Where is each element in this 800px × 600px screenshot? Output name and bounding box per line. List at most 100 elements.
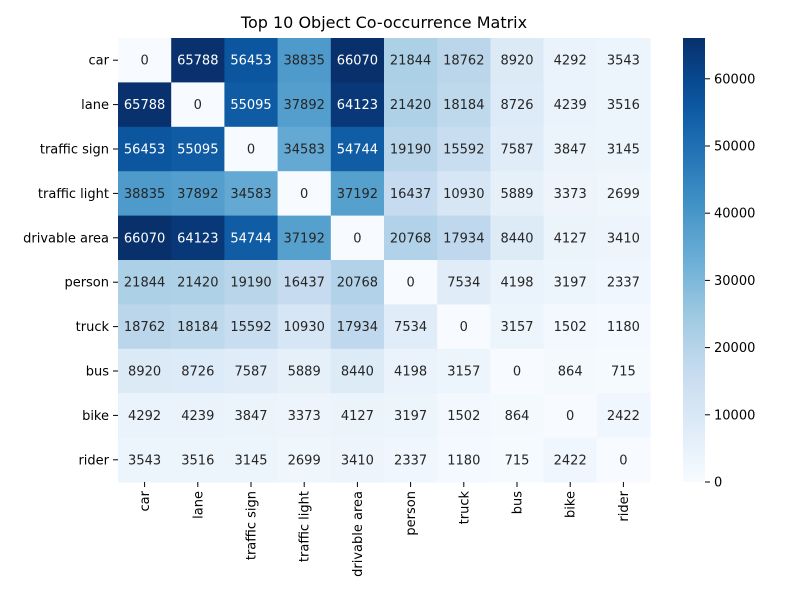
- cell-value-label: 19190: [230, 276, 271, 291]
- cell-value-label: 3145: [234, 453, 267, 468]
- heatmap-cell: [277, 171, 332, 217]
- cell-value-label: 4239: [181, 409, 214, 424]
- cell-value-label: 1180: [447, 453, 480, 468]
- cell-value-label: 3157: [447, 365, 480, 380]
- cell-value-label: 37192: [337, 187, 378, 202]
- heatmap-cell: [330, 171, 385, 217]
- cell-value-label: 10930: [284, 320, 325, 335]
- heatmap-cell: [543, 38, 598, 83]
- heatmap-cell: [437, 171, 491, 217]
- heatmap-cell: [224, 126, 279, 172]
- cell-value-label: 16437: [284, 276, 325, 291]
- heatmap-cell: [330, 348, 385, 394]
- heatmap-cell: [490, 437, 545, 483]
- cell-value-label: 66070: [124, 231, 165, 246]
- heatmap-cell: [330, 393, 385, 439]
- heatmap-cell: [224, 393, 279, 439]
- heatmap-cell: [384, 304, 438, 350]
- heatmap-cell: [277, 38, 332, 83]
- heatmap-cell: [437, 437, 491, 483]
- cell-value-label: 34583: [230, 187, 271, 202]
- heatmap-cell: [543, 348, 598, 394]
- cell-value-label: 1502: [554, 320, 587, 335]
- cell-value-label: 65788: [124, 98, 165, 113]
- heatmap-cell: [543, 82, 598, 128]
- heatmap-cell: [596, 126, 651, 172]
- heatmap-cell: [490, 82, 545, 128]
- heatmap-cell: [384, 215, 438, 261]
- colorbar: 0 10000 20000 30000 40000 50000 60000: [683, 38, 755, 491]
- cell-value-label: 4198: [394, 365, 427, 380]
- x-tick-label: bus: [511, 491, 526, 514]
- heatmap-cell: [330, 304, 385, 350]
- x-tick-label: rider: [617, 490, 632, 521]
- cell-value-label: 3516: [607, 98, 640, 113]
- heatmap-cell: [490, 126, 545, 172]
- heatmap-cell: [384, 393, 438, 439]
- heatmap-cell: [224, 304, 279, 350]
- cell-value-label: 17934: [443, 231, 484, 246]
- cell-value-label: 5889: [288, 365, 321, 380]
- cell-value-label: 3543: [607, 54, 640, 69]
- cell-value-label: 21420: [177, 276, 218, 291]
- y-tick-label: rider: [78, 453, 109, 468]
- cell-value-label: 64123: [177, 231, 218, 246]
- x-tick-label: truck: [457, 491, 472, 525]
- heatmap-cell: [596, 38, 651, 83]
- heatmap-cell: [224, 215, 279, 261]
- cell-value-label: 19190: [390, 143, 431, 158]
- heatmap-cell: [171, 393, 225, 439]
- heatmap-cell: [596, 215, 651, 261]
- x-tick-label: person: [404, 491, 419, 536]
- cell-value-label: 20768: [390, 231, 431, 246]
- y-tick-label: traffic light: [38, 187, 109, 202]
- heatmap-cell: [330, 126, 385, 172]
- y-tick-label: bus: [86, 365, 109, 380]
- y-tick-labels: car lane traffic sign traffic light drivable…: [23, 54, 118, 468]
- cell-value-label: 4239: [554, 98, 587, 113]
- heatmap-cell: [118, 215, 172, 261]
- cell-value-label: 18184: [177, 320, 218, 335]
- heatmap-cell: [171, 38, 225, 83]
- heatmap-cell: [118, 437, 172, 483]
- heatmap-cell: [384, 126, 438, 172]
- heatmap-cell: [224, 82, 279, 128]
- y-tick-label: car: [89, 54, 110, 69]
- heatmap-cell: [384, 38, 438, 83]
- heatmap-cell: [596, 171, 651, 217]
- cell-value-label: 1180: [607, 320, 640, 335]
- cell-value-label: 5889: [500, 187, 533, 202]
- heatmap-cell: [171, 215, 225, 261]
- heatmap-cell: [543, 215, 598, 261]
- cell-value-label: 3543: [128, 453, 161, 468]
- heatmap-cell: [596, 260, 651, 305]
- heatmap-cell: [330, 215, 385, 261]
- cell-value-label: 0: [194, 98, 202, 113]
- x-tick-label: traffic sign: [245, 491, 260, 560]
- cell-value-label: 0: [300, 187, 308, 202]
- cell-value-label: 864: [558, 365, 583, 380]
- cell-value-label: 20768: [337, 276, 378, 291]
- cell-value-label: 3516: [181, 453, 214, 468]
- colorbar-tick-label: 20000: [714, 341, 755, 356]
- cell-value-label: 2337: [607, 276, 640, 291]
- colorbar-tick-label: 40000: [714, 207, 755, 222]
- cell-value-label: 2337: [394, 453, 427, 468]
- heatmap-cell: [330, 437, 385, 483]
- heatmap-cell: [277, 393, 332, 439]
- cell-value-label: 7587: [234, 365, 267, 380]
- cell-value-label: 2422: [554, 453, 587, 468]
- cell-value-label: 7534: [447, 276, 480, 291]
- heatmap-cell: [171, 437, 225, 483]
- heatmap-cell: [118, 126, 172, 172]
- cell-value-label: 8726: [181, 365, 214, 380]
- heatmap-cell: [118, 260, 172, 305]
- heatmap-cell: [224, 437, 279, 483]
- heatmap-cell: [543, 171, 598, 217]
- heatmap-cell: [277, 437, 332, 483]
- cell-value-label: 0: [247, 143, 255, 158]
- cell-value-label: 3197: [554, 276, 587, 291]
- heatmap-cell: [384, 348, 438, 394]
- cell-value-label: 3410: [341, 453, 374, 468]
- cell-value-label: 4198: [500, 276, 533, 291]
